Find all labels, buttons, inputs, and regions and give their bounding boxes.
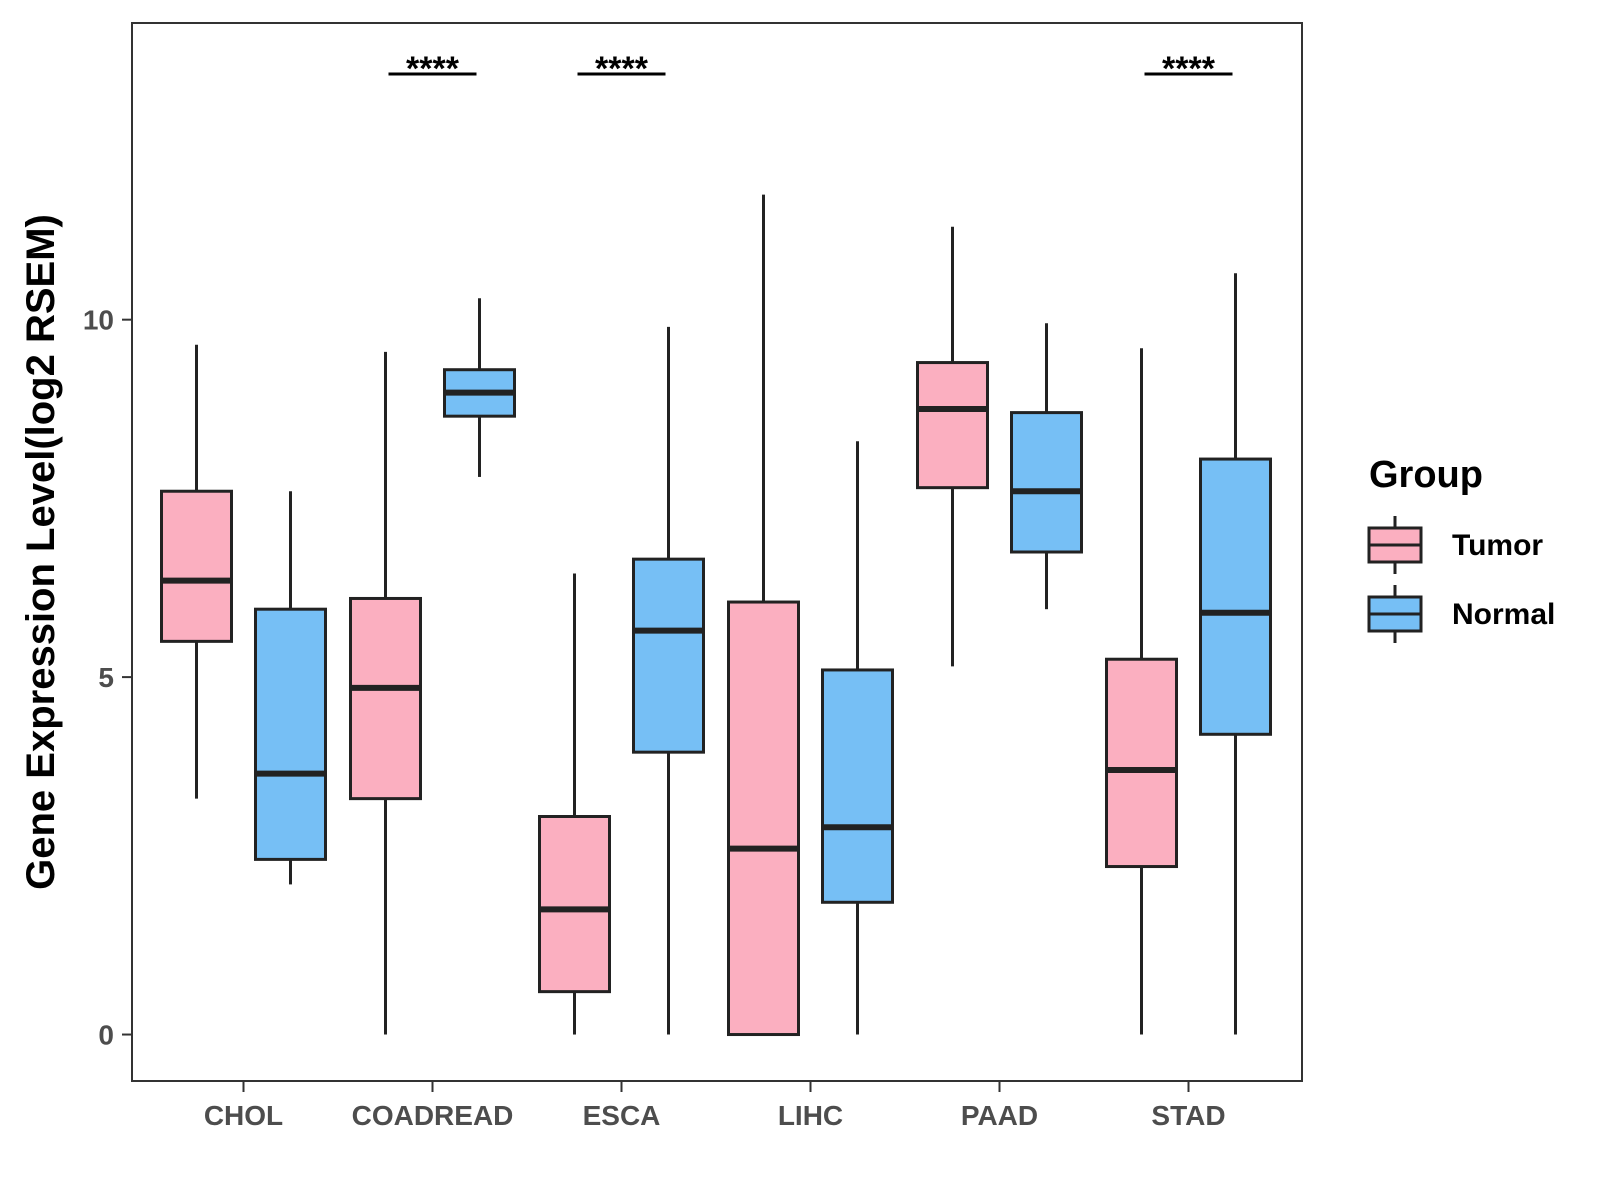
iqr-box <box>1199 457 1272 736</box>
boxes-layer <box>160 194 1272 1037</box>
legend-label-tumor: Tumor <box>1452 529 1543 562</box>
tumor-box-stad <box>1105 348 1178 1035</box>
iqr-box <box>727 600 800 1037</box>
y-tick-label: 5 <box>98 662 114 693</box>
normal-box-lihc <box>821 441 894 1035</box>
x-tick-label: CHOL <box>204 1100 283 1131</box>
iqr-box <box>1010 411 1083 554</box>
x-tick-label: COADREAD <box>352 1100 514 1131</box>
iqr-box <box>1105 657 1178 869</box>
tumor-box-chol <box>160 344 233 799</box>
normal-box-coadread <box>443 298 516 477</box>
y-axis: 0 5 10 <box>83 305 132 1051</box>
significance-label: **** <box>1162 50 1216 88</box>
tumor-box-coadread <box>349 351 422 1035</box>
tumor-box-lihc <box>727 194 800 1037</box>
normal-box-chol <box>254 491 327 885</box>
significance-layer: **** **** **** <box>388 50 1233 88</box>
significance-label: **** <box>595 50 649 88</box>
iqr-box <box>538 815 611 994</box>
normal-box-stad <box>1199 273 1272 1035</box>
y-tick-label: 10 <box>83 305 114 336</box>
legend-label-normal: Normal <box>1452 598 1555 631</box>
significance-label: **** <box>406 50 460 88</box>
iqr-box <box>632 557 705 754</box>
iqr-box <box>349 596 422 801</box>
iqr-box <box>160 489 233 643</box>
y-axis-title: Gene Expression Level(log2 RSEM) <box>19 214 63 890</box>
tumor-box-paad <box>916 226 989 667</box>
legend-title: Group <box>1369 454 1483 496</box>
normal-box-esca <box>632 326 705 1035</box>
normal-box-paad <box>1010 323 1083 610</box>
plot-panel <box>131 22 1303 1082</box>
x-tick-label: LIHC <box>778 1100 843 1131</box>
x-tick-label: PAAD <box>961 1100 1038 1131</box>
iqr-box <box>821 668 894 904</box>
tumor-box-esca <box>538 573 611 1035</box>
iqr-box <box>254 607 327 861</box>
legend: Group Tumor Normal <box>1367 454 1555 643</box>
x-tick-label: STAD <box>1151 1100 1225 1131</box>
x-axis: CHOL COADREAD ESCA LIHC PAAD STAD <box>204 1081 1226 1131</box>
y-tick-label: 0 <box>98 1020 114 1051</box>
iqr-box <box>916 361 989 490</box>
x-tick-label: ESCA <box>583 1100 661 1131</box>
